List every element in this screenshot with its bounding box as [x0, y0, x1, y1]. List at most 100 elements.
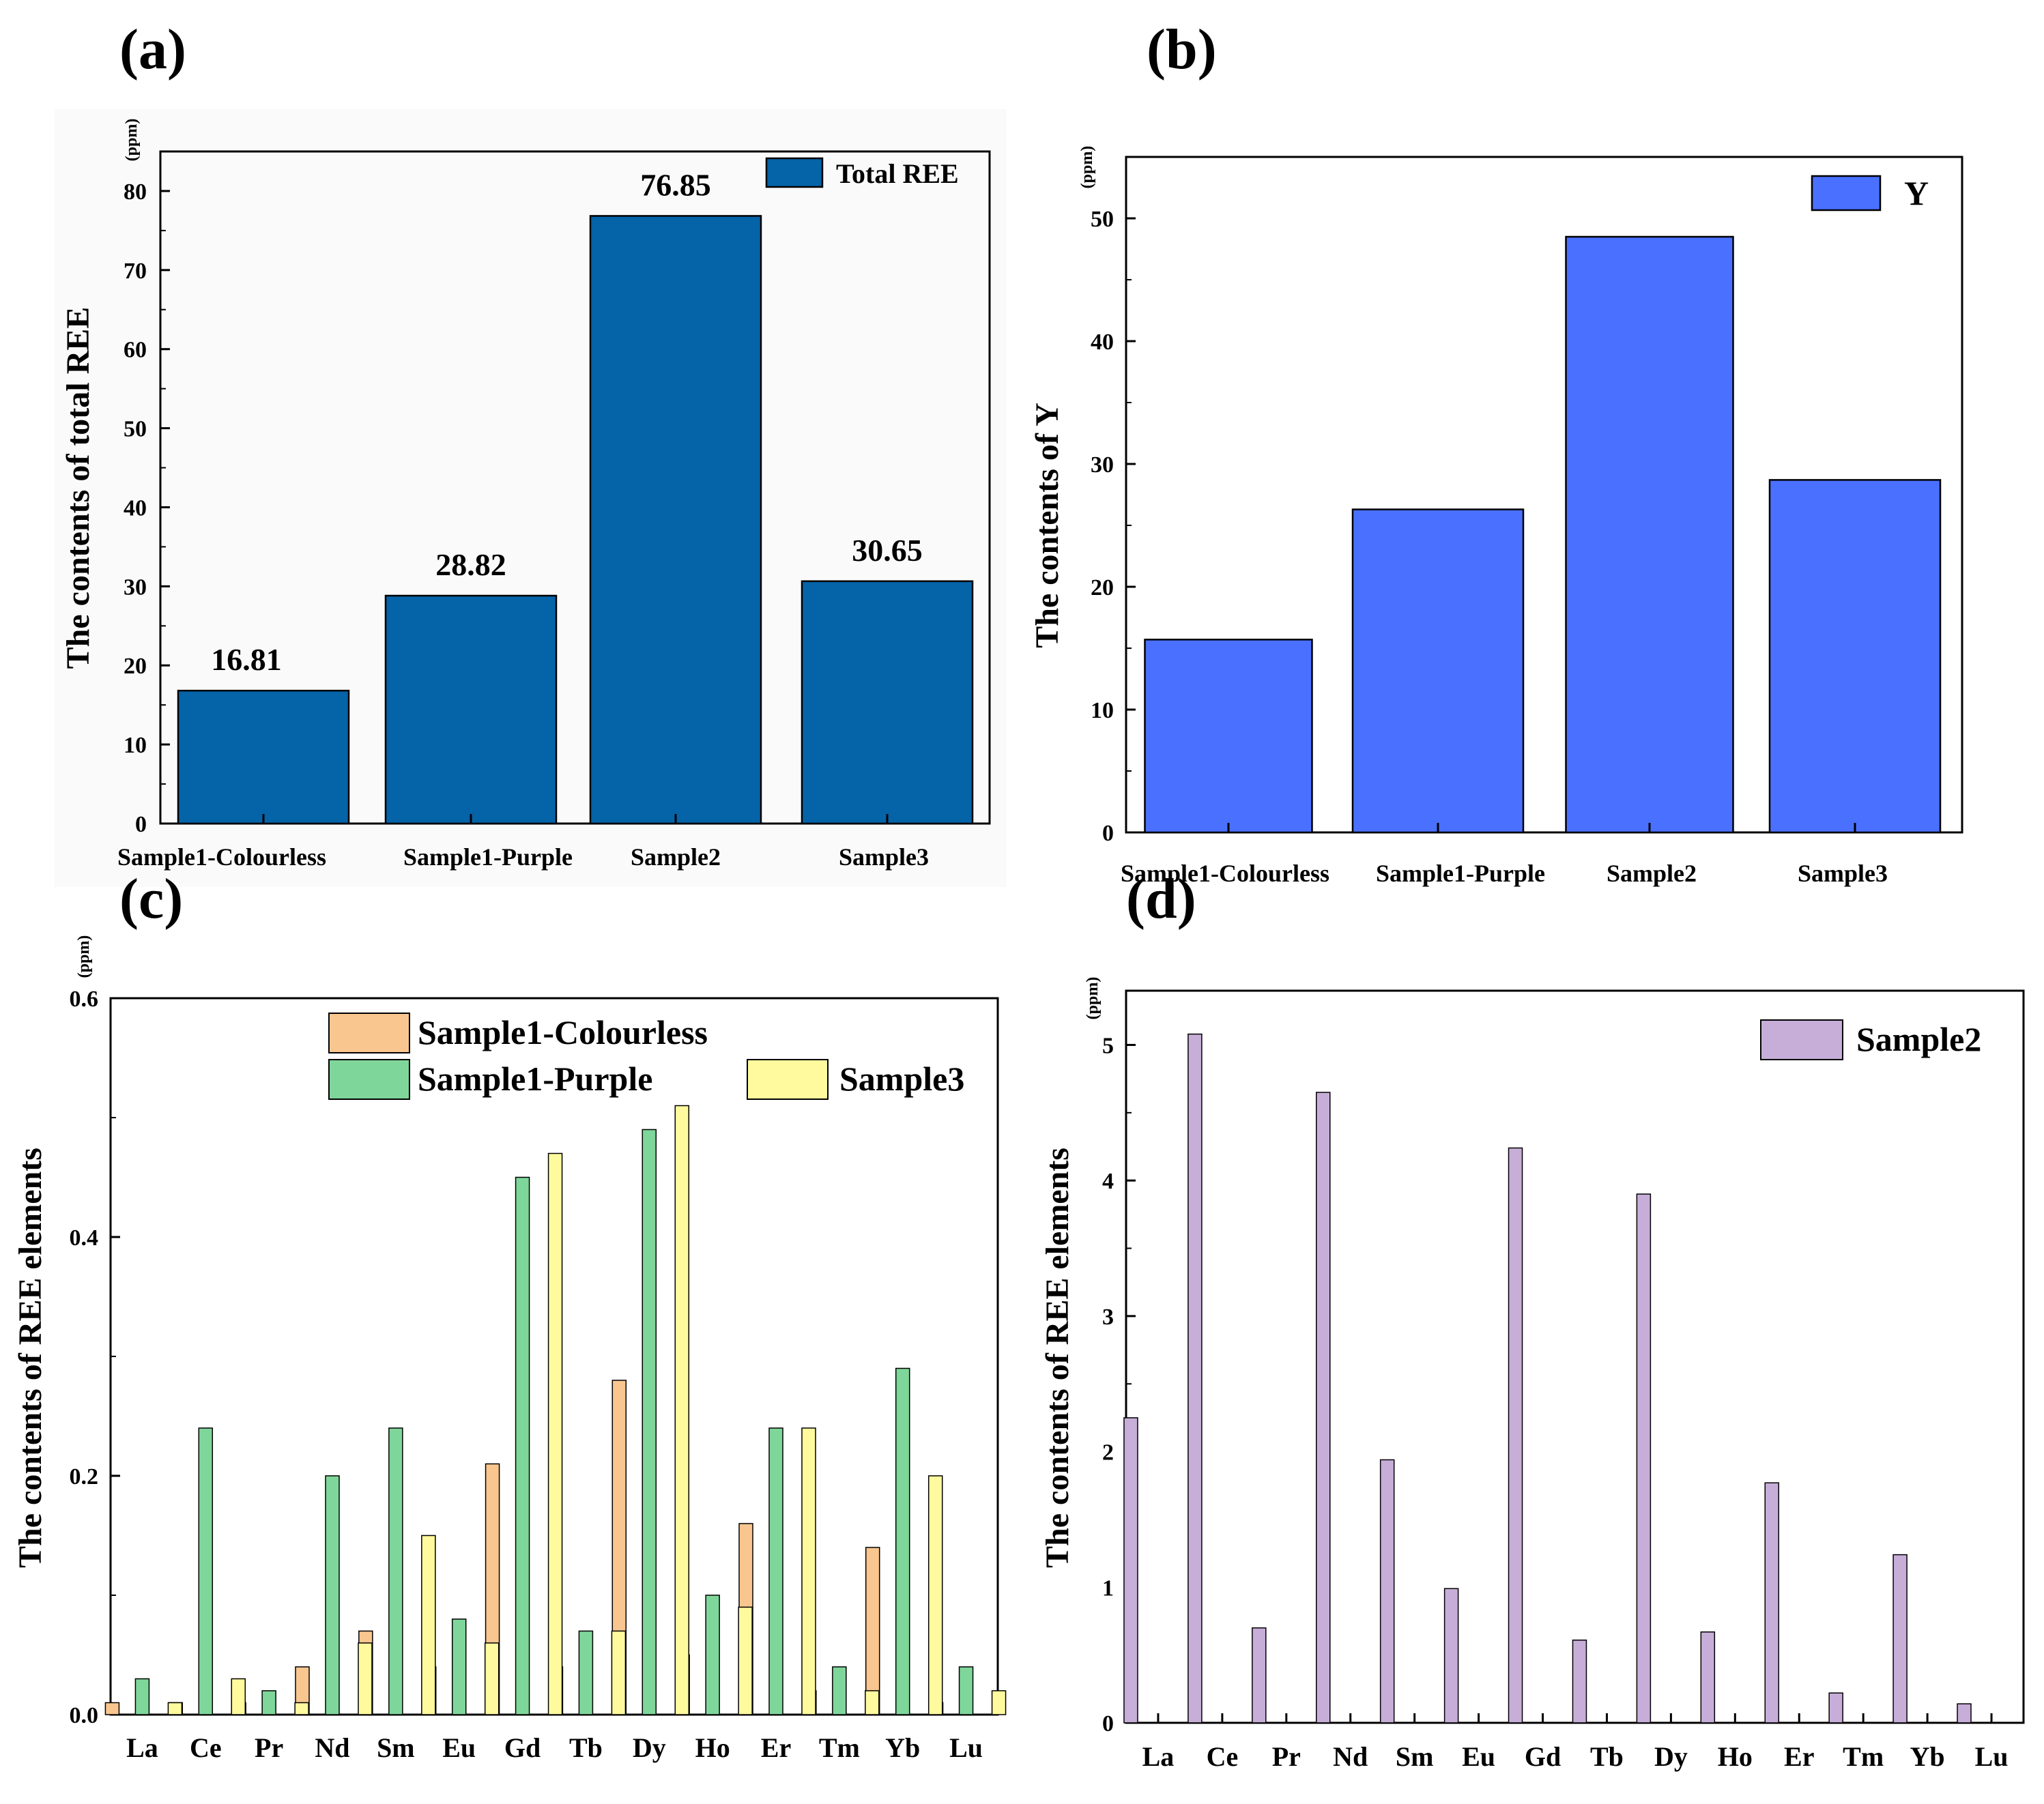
y-tick-label: 10 [124, 733, 147, 758]
bar [611, 1630, 627, 1715]
y-axis-unit: (ppm) [75, 935, 93, 978]
bar [1957, 1703, 1972, 1723]
x-tick-label: Sample1-Colourless [1121, 860, 1329, 887]
legend-swatch [328, 1013, 410, 1053]
y-tick-label: 0 [1102, 821, 1114, 846]
bar [1828, 1692, 1843, 1723]
bar [1892, 1554, 1908, 1723]
y-tick-label: 30 [124, 574, 147, 600]
bar [768, 1427, 783, 1715]
x-tick-label: Yb [1910, 1741, 1945, 1772]
bar [738, 1606, 753, 1715]
x-tick-label: Eu [1462, 1741, 1495, 1772]
x-tick-label: Sm [1396, 1741, 1434, 1772]
data-label: 28.82 [435, 547, 506, 582]
y-tick-label: 5 [1102, 1033, 1114, 1058]
y-axis-title: The contents of Y [1029, 403, 1065, 648]
bar [1636, 1193, 1652, 1723]
chart-panel-a: (a) 0 10 20 30 40 50 60 70 80 The contents of tota… [60, 18, 991, 871]
y-tick-label: 0.4 [70, 1225, 99, 1251]
panel-label: (a) [119, 18, 186, 81]
bar [958, 1666, 974, 1715]
bar [1316, 1092, 1331, 1723]
plot-frame [1125, 156, 1963, 834]
y-tick-label: 70 [124, 259, 147, 284]
x-tick-label: Sample3 [1798, 860, 1888, 887]
bar [1565, 235, 1734, 834]
x-tick-label: Sample1-Purple [403, 843, 573, 871]
x-tick-label: Sample2 [631, 843, 721, 871]
bar [1351, 508, 1525, 834]
bar [1252, 1627, 1267, 1723]
y-tick-label: 3 [1102, 1305, 1114, 1330]
x-tick-label: Nd [315, 1732, 349, 1763]
bar [167, 1702, 183, 1715]
x-tick-label: Ho [1718, 1741, 1753, 1772]
data-label: 16.81 [211, 642, 282, 677]
x-tick-label: Sample1-Colourless [117, 843, 326, 871]
x-tick-label: Gd [504, 1732, 541, 1763]
x-tick-label: Tb [1590, 1741, 1624, 1772]
bar [1764, 1482, 1779, 1723]
y-tick-label: 80 [124, 179, 147, 205]
y-tick-label: 0.6 [70, 987, 99, 1012]
legend-swatch [747, 1059, 829, 1100]
x-tick-label: Dy [633, 1732, 666, 1763]
y-tick-label: 20 [1091, 575, 1114, 600]
y-axis-unit: (ppm) [1084, 977, 1102, 1020]
bar [1700, 1631, 1716, 1723]
y-tick-label: 40 [1091, 330, 1114, 355]
legend-label: Sample1-Purple [418, 1060, 652, 1098]
legend-swatch [1811, 175, 1882, 212]
x-tick-label: Sample1-Purple [1376, 860, 1545, 887]
bar [358, 1642, 373, 1715]
x-tick-label: Yb [885, 1732, 920, 1763]
legend-label: Sample1-Colourless [418, 1013, 708, 1051]
bar [927, 1475, 943, 1715]
legend-swatch [328, 1059, 410, 1100]
bar [801, 1427, 816, 1715]
y-tick-label: 50 [124, 417, 147, 442]
bar [325, 1475, 340, 1715]
bar [1123, 1417, 1138, 1723]
bar [895, 1367, 910, 1715]
x-tick-label: Pr [1272, 1741, 1301, 1772]
bar [451, 1618, 467, 1715]
chart-panel-d: (d) 0 1 2 3 4 5 The contents of REE elements (pp… [1039, 867, 2025, 1772]
y-axis-title: The contents of REE elements [1039, 1148, 1076, 1568]
bar [1379, 1459, 1395, 1723]
bar [1443, 1588, 1459, 1723]
bar [865, 1690, 880, 1715]
x-tick-label: Tm [819, 1732, 860, 1763]
y-tick-label: 2 [1102, 1440, 1114, 1466]
y-tick-label: 0 [1102, 1711, 1114, 1736]
bar [421, 1534, 436, 1715]
x-tick-label: Pr [255, 1732, 283, 1763]
y-tick-label: 10 [1091, 698, 1114, 723]
bar [294, 1702, 309, 1715]
x-tick-label: Gd [1525, 1741, 1561, 1772]
legend-label: Total REE [836, 158, 959, 189]
bar [1144, 639, 1313, 834]
y-axis-title: The contents of total REE [60, 307, 96, 669]
x-tick-label: Sample2 [1607, 860, 1697, 887]
legend-label: Y [1904, 174, 1929, 212]
bar [104, 1702, 120, 1715]
y-tick-label: 0 [135, 812, 147, 837]
bar [674, 1105, 690, 1715]
chart-panel-c: (c) 0.0 0.2 0.4 0.6 The contents of REE eleme… [12, 867, 1007, 1763]
y-tick-label: 4 [1102, 1169, 1114, 1194]
bar [484, 1642, 500, 1715]
bar [578, 1630, 594, 1715]
y-tick-label: 40 [124, 495, 147, 521]
plot-frame [159, 150, 991, 825]
x-tick-label: Ce [190, 1732, 222, 1763]
panel-label: (c) [119, 867, 183, 931]
bar [547, 1152, 563, 1715]
y-axis-title: The contents of REE elements [12, 1148, 48, 1568]
x-tick-label: Eu [442, 1732, 476, 1763]
y-tick-label: 50 [1091, 207, 1114, 232]
y-tick-label: 20 [124, 654, 147, 679]
bar [832, 1666, 847, 1715]
